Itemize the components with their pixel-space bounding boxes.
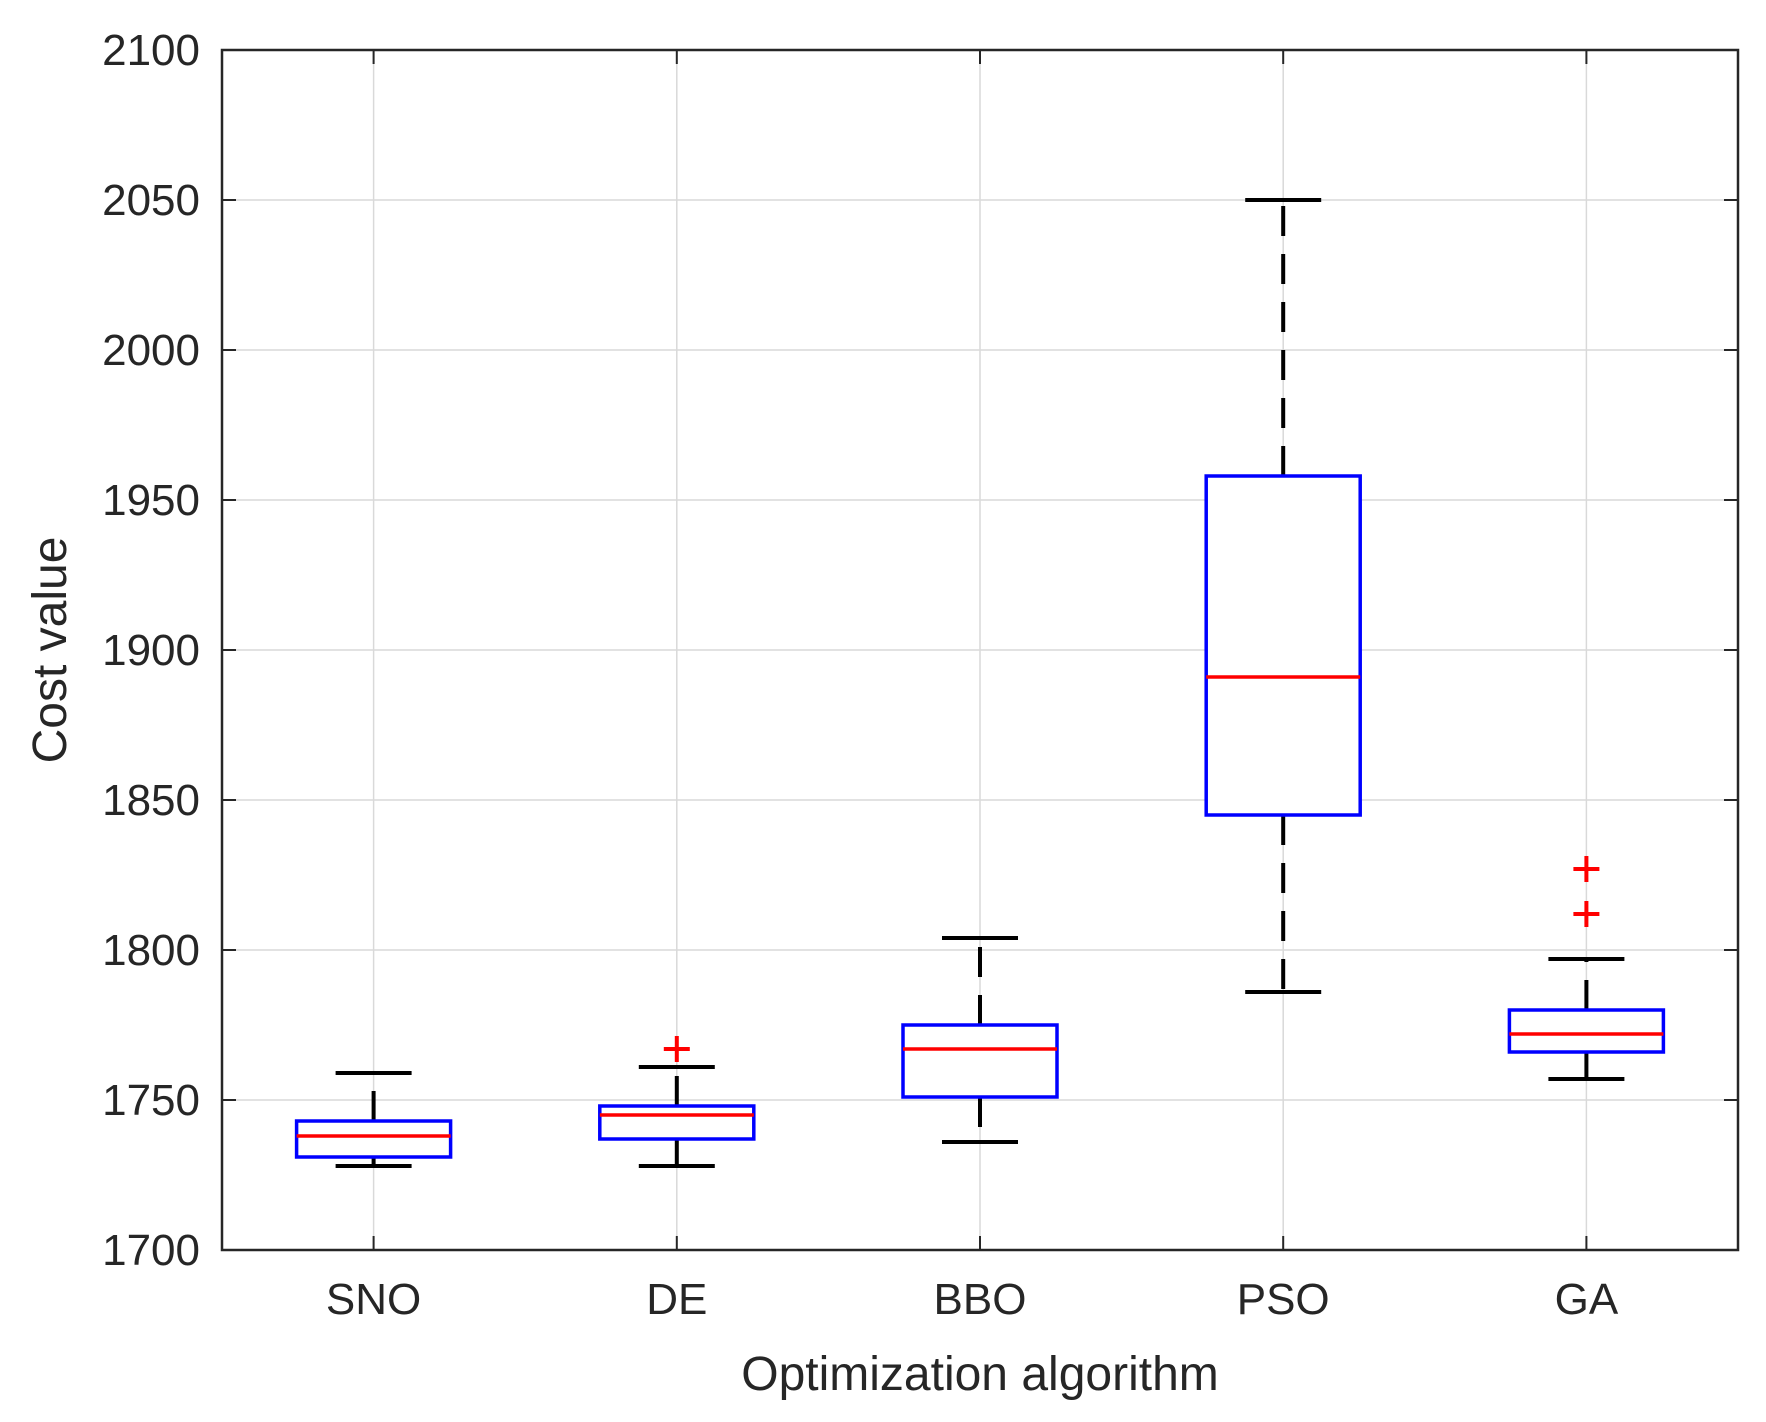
- outlier-marker: [1573, 901, 1600, 927]
- axis-ticks: 1700 1750 1800 1850 1900 1950 2000 2050 2100 SNO D…: [102, 26, 1738, 1324]
- y-tick-label: 2100: [102, 26, 200, 75]
- y-tick-label: 1900: [102, 626, 200, 675]
- box-bbo: [901, 936, 1059, 1144]
- box-sno: [294, 1071, 453, 1168]
- y-tick-label: 1850: [102, 776, 200, 825]
- outlier-marker: [1573, 856, 1600, 882]
- y-tick-label: 1950: [102, 476, 200, 525]
- box-pso: [1204, 198, 1362, 994]
- x-tick-label: PSO: [1237, 1275, 1330, 1324]
- iqr-box: [294, 1119, 453, 1159]
- x-tick-label: GA: [1555, 1275, 1619, 1324]
- x-tick-label: DE: [646, 1275, 707, 1324]
- iqr-box: [1507, 1008, 1666, 1054]
- iqr-box: [901, 1023, 1059, 1099]
- outlier-marker: [663, 1036, 690, 1062]
- iqr-box: [1204, 474, 1362, 817]
- box-series: [294, 198, 1666, 1168]
- box-ga: [1507, 856, 1666, 1081]
- y-axis-label: Cost value: [24, 537, 77, 764]
- y-tick-label: 2050: [102, 176, 200, 225]
- y-tick-label: 1700: [102, 1226, 200, 1275]
- x-tick-label: SNO: [326, 1275, 421, 1324]
- box-de: [598, 1036, 756, 1168]
- y-tick-label: 2000: [102, 326, 200, 375]
- iqr-box: [598, 1104, 756, 1141]
- x-axis-label: Optimization algorithm: [741, 1348, 1219, 1401]
- y-tick-label: 1750: [102, 1076, 200, 1125]
- x-tick-label: BBO: [934, 1275, 1027, 1324]
- y-tick-label: 1800: [102, 926, 200, 975]
